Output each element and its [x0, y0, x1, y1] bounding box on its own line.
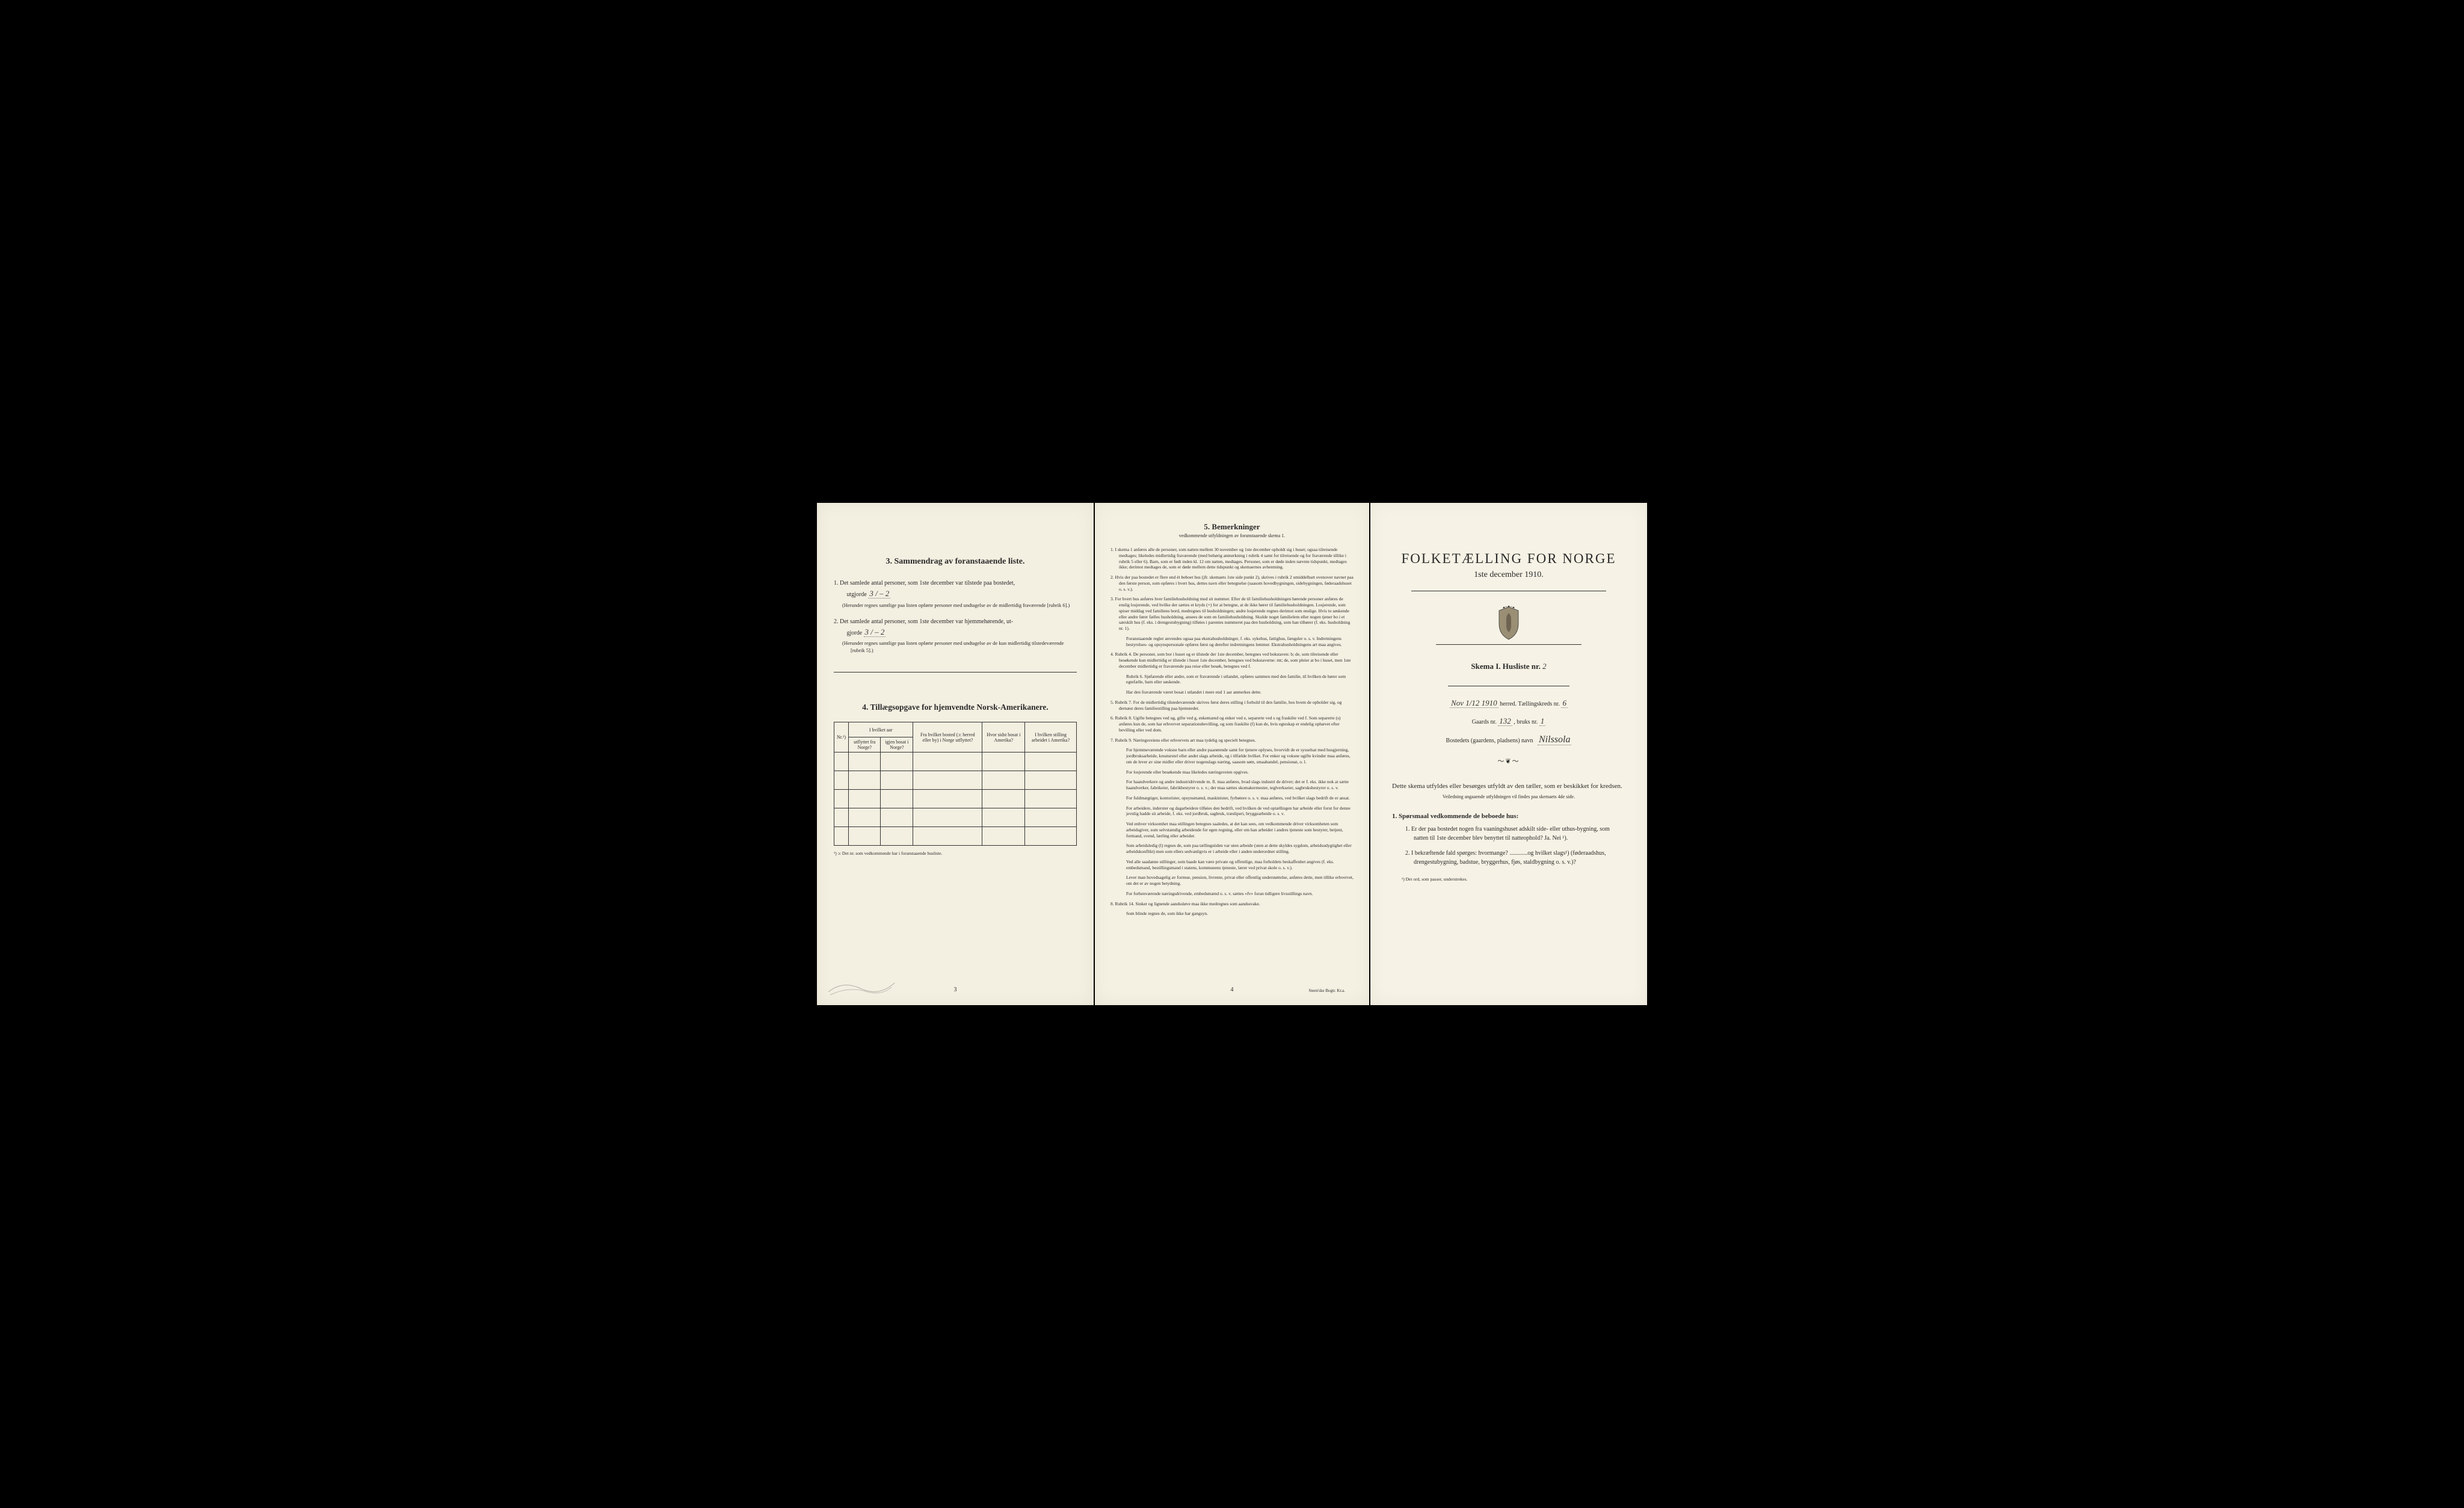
remark-item: Rubrik 6. Sjøfarende eller andre, som er… — [1110, 674, 1354, 686]
th-nr: Nr.¹) — [834, 722, 849, 752]
page-3: 3. Sammendrag av foranstaaende liste. 1.… — [817, 503, 1094, 1005]
bosted-line: Bostedets (gaardens, pladsens) navn Nils… — [1387, 734, 1630, 745]
remark-item: Som arbeidsledig (l) regnes de, som paa … — [1110, 843, 1354, 855]
summary-item-2: 2. Det samlede antal personer, som 1ste … — [834, 617, 1077, 654]
table-row — [834, 752, 1077, 771]
section-5-title: 5. Bemerkninger — [1110, 522, 1354, 532]
question-1: 1. Er der paa bostedet nogen fra vaaning… — [1405, 825, 1618, 843]
page-4: 5. Bemerkninger vedkommende utfyldningen… — [1095, 503, 1369, 1005]
remark-item: 1. I skema 1 anføres alle de personer, s… — [1110, 547, 1354, 570]
instruction-2: Veiledning angaaende utfyldningen vil fi… — [1387, 794, 1630, 799]
table-row — [834, 808, 1077, 827]
ink-smudge — [825, 974, 898, 998]
remark-item: 4. Rubrik 4. De personer, som bor i huse… — [1110, 651, 1354, 669]
section-3-title: 3. Sammendrag av foranstaaende liste. — [834, 557, 1077, 567]
coat-of-arms-icon — [1494, 606, 1523, 641]
crest-rule — [1436, 644, 1582, 645]
item1-paren: (Herunder regnes samtlige paa listen opf… — [842, 602, 1077, 609]
page-front: FOLKETÆLLING FOR NORGE 1ste december 191… — [1370, 503, 1647, 1005]
document-spread: 3. Sammendrag av foranstaaende liste. 1.… — [817, 503, 1647, 1005]
ornament: ～❦～ — [1387, 756, 1630, 766]
remark-item: 7. Rubrik 9. Næringsveiens eller erhverv… — [1110, 737, 1354, 743]
item2-handwritten: 3 / – 2 — [864, 627, 886, 637]
bruks-hand: 1 — [1539, 716, 1546, 726]
th-aar: I hvilket aar — [849, 722, 913, 737]
remark-item: Ved alle saadanne stillinger, som baade … — [1110, 859, 1354, 871]
remark-item: Foranstaaende regler anvendes ogsaa paa … — [1110, 636, 1354, 648]
skema-line: Skema I. Husliste nr. 2 — [1387, 662, 1630, 671]
gaards-line: Gaards nr. 132 , bruks nr. 1 — [1387, 716, 1630, 726]
remark-item: For fuldmægtiger, kontorister, opsynsmæn… — [1110, 795, 1354, 801]
table-row — [834, 827, 1077, 846]
table-row — [834, 771, 1077, 790]
question-2: 2. I bekræftende fald spørges: hvormange… — [1405, 849, 1618, 867]
bosted-label: Bostedets (gaardens, pladsens) navn — [1446, 737, 1533, 744]
remark-item: Ved enhver virksomhet maa stillingen bet… — [1110, 821, 1354, 839]
item2-label: gjorde — [847, 630, 863, 636]
remark-item: Som blinde regnes de, som ikke har gangs… — [1110, 911, 1354, 917]
herred-line: Nov 1/12 1910 herred. Tællingskreds nr. … — [1387, 698, 1630, 708]
skema-label: Skema I. Husliste nr. — [1471, 662, 1540, 671]
question-heading: 1. Spørsmaal vedkommende de beboede hus: — [1392, 813, 1630, 820]
sub-title: 1ste december 1910. — [1387, 570, 1630, 580]
remarks-list: 1. I skema 1 anføres alle de personer, s… — [1110, 547, 1354, 917]
herred-hand: Nov 1/12 1910 — [1450, 698, 1498, 708]
remark-item: Har den fraværende været bosat i utlande… — [1110, 689, 1354, 695]
section-4-title: 4. Tillægsopgave for hjemvendte Norsk-Am… — [834, 703, 1077, 712]
table-row — [834, 790, 1077, 808]
remark-item: 6. Rubrik 8. Ugifte betegnes ved ug, gif… — [1110, 715, 1354, 733]
herred-label: herred. Tællingskreds nr. — [1500, 701, 1560, 707]
instruction-1: Dette skema utfyldes eller besørges utfy… — [1392, 781, 1625, 792]
remark-item: Lever man hovedsagelig av formue, pensio… — [1110, 875, 1354, 887]
remark-item: For haandverkere og andre industridriven… — [1110, 779, 1354, 791]
item2-text: 2. Det samlede antal personer, som 1ste … — [834, 618, 1013, 625]
remark-item: For losjerende eller besøkende maa likel… — [1110, 769, 1354, 775]
item1-handwritten: 3 / – 2 — [868, 589, 890, 599]
th-stilling: I hvilken stilling arbeidet i Amerika? — [1025, 722, 1077, 752]
remark-item: 2. Hvis der paa bostedet er flere end ét… — [1110, 574, 1354, 592]
remark-item: For arbeidere, inderster og dagarbeidere… — [1110, 805, 1354, 817]
item1-text: 1. Det samlede antal personer, som 1ste … — [834, 580, 1015, 586]
page-number: 3 — [954, 986, 957, 993]
american-table: Nr.¹) I hvilket aar Fra hvilket bosted (… — [834, 722, 1077, 846]
table-footnote: ¹) ɔ: Det nr. som vedkommende har i fora… — [834, 851, 1077, 856]
q2-text: 2. I bekræftende fald spørges: hvormange… — [1405, 850, 1606, 866]
bosted-hand: Nilssola — [1538, 734, 1571, 745]
q1-text: 1. Er der paa bostedet nogen fra vaaning… — [1405, 826, 1610, 842]
th-hvor: Hvor sidst bosat i Amerika? — [982, 722, 1025, 752]
summary-item-1: 1. Det samlede antal personer, som 1ste … — [834, 579, 1077, 609]
remark-item: 5. Rubrik 7. For de midlertidig tilstede… — [1110, 700, 1354, 712]
th-bosted: Fra hvilket bosted (ɔ: herred eller by) … — [913, 722, 982, 752]
printer-mark: Steen'ske Bogtr. Kr.a. — [1308, 988, 1345, 993]
item1-label: utgjorde — [847, 591, 867, 598]
remark-item: For hjemmeværende voksne barn eller andr… — [1110, 747, 1354, 765]
section-5-subtitle: vedkommende utfyldningen av foranstaaend… — [1110, 533, 1354, 538]
main-title: FOLKETÆLLING FOR NORGE — [1387, 551, 1630, 567]
remark-item: 3. For hvert hus anføres hver familiehus… — [1110, 596, 1354, 632]
gaards-hand: 132 — [1498, 716, 1512, 726]
skema-number: 2 — [1542, 662, 1547, 671]
gaards-label: Gaards nr. — [1472, 719, 1497, 725]
remark-item: 8. Rubrik 14. Sinker og lignende aandssl… — [1110, 901, 1354, 907]
page-number: 4 — [1231, 986, 1234, 993]
th-utflyttet: utflyttet fra Norge? — [849, 737, 881, 752]
bruks-label: , bruks nr. — [1514, 719, 1538, 725]
right-footnote: ¹) Det ord, som passer, understrekes. — [1402, 876, 1625, 882]
kreds-hand: 6 — [1561, 698, 1568, 708]
item2-paren: (Herunder regnes samtlige paa listen opf… — [842, 640, 1077, 654]
th-igjen: igjen bosat i Norge? — [881, 737, 913, 752]
remark-item: For forhenværende næringsdrivende, embed… — [1110, 891, 1354, 897]
